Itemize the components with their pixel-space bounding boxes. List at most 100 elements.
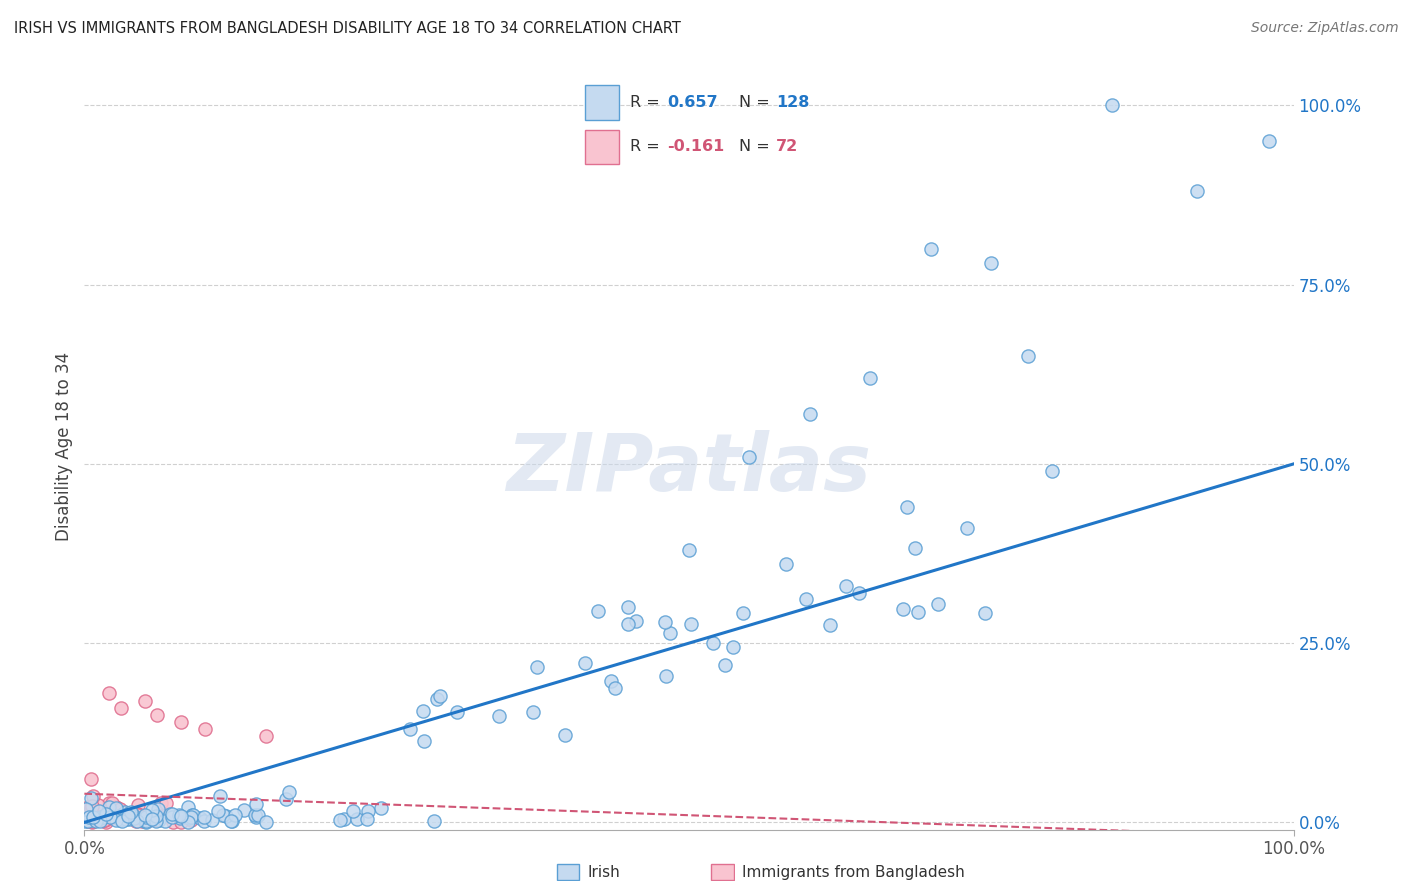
Point [775,558,797,572]
Point [124,809,146,823]
Point [87,807,110,822]
Point [97,809,120,823]
Point [1017,350,1039,364]
Point [104,810,127,824]
Point [105,801,128,815]
Point [713,657,735,672]
Point [86,797,108,812]
Point [100,810,122,824]
Point [181,808,204,822]
Point [956,521,979,535]
Point [111,804,134,818]
Point [678,543,700,558]
Point [80,801,103,815]
Point [131,814,153,828]
Point [76,814,98,829]
Point [162,810,184,824]
Point [103,810,125,824]
Point [107,806,129,821]
Point [179,811,201,825]
Point [333,812,356,826]
Point [146,802,169,816]
Point [180,810,202,824]
Point [702,636,724,650]
Point [1101,98,1123,112]
Point [114,805,136,819]
Point [245,797,267,811]
Text: ZIPatlas: ZIPatlas [506,430,872,508]
Point [82,813,104,827]
Point [118,806,141,821]
Point [98,808,121,822]
Point [94,807,117,822]
Point [488,709,510,723]
Point [624,614,647,628]
Point [426,692,449,706]
Point [110,814,132,829]
Point [254,815,277,830]
Point [617,600,640,615]
Point [169,811,191,825]
Point [90,810,112,824]
Point [177,815,200,830]
Point [82,810,104,824]
Point [654,615,676,629]
Point [162,815,184,830]
Point [127,806,149,821]
Point [221,814,243,829]
Point [110,808,132,822]
Point [135,814,157,829]
Point [105,800,128,814]
Point [423,814,446,829]
Point [117,805,139,820]
Point [974,606,997,620]
Point [77,805,100,819]
Point [731,606,754,620]
Point [617,616,640,631]
Text: Irish: Irish [588,865,620,880]
Point [208,789,231,804]
Point [134,808,156,822]
Point [98,809,121,823]
Point [153,814,176,829]
Point [77,810,100,824]
Point [655,669,678,683]
Point [194,722,217,736]
Point [127,814,149,829]
Point [84,814,107,828]
Point [723,640,745,655]
Point [679,616,702,631]
Point [100,797,122,811]
Point [110,802,132,816]
Point [1040,464,1063,478]
Point [896,500,918,514]
Point [155,796,177,810]
Point [73,814,96,829]
Point [659,625,682,640]
Point [177,800,200,814]
Point [110,814,132,828]
Point [89,814,111,829]
Point [211,808,233,822]
Point [80,810,103,824]
Point [98,800,121,814]
Point [159,806,181,821]
Point [170,814,193,829]
Point [148,809,170,823]
Point [356,805,378,819]
Point [254,730,277,744]
Point [97,811,120,825]
Point [87,810,110,824]
Point [193,810,215,824]
Point [98,810,121,824]
Point [86,812,108,826]
Point [98,797,121,811]
Point [135,815,157,830]
Point [274,791,297,805]
Point [412,704,434,718]
Point [82,805,104,820]
Point [278,785,301,799]
Point [148,813,170,827]
Point [215,809,238,823]
Point [82,814,104,829]
